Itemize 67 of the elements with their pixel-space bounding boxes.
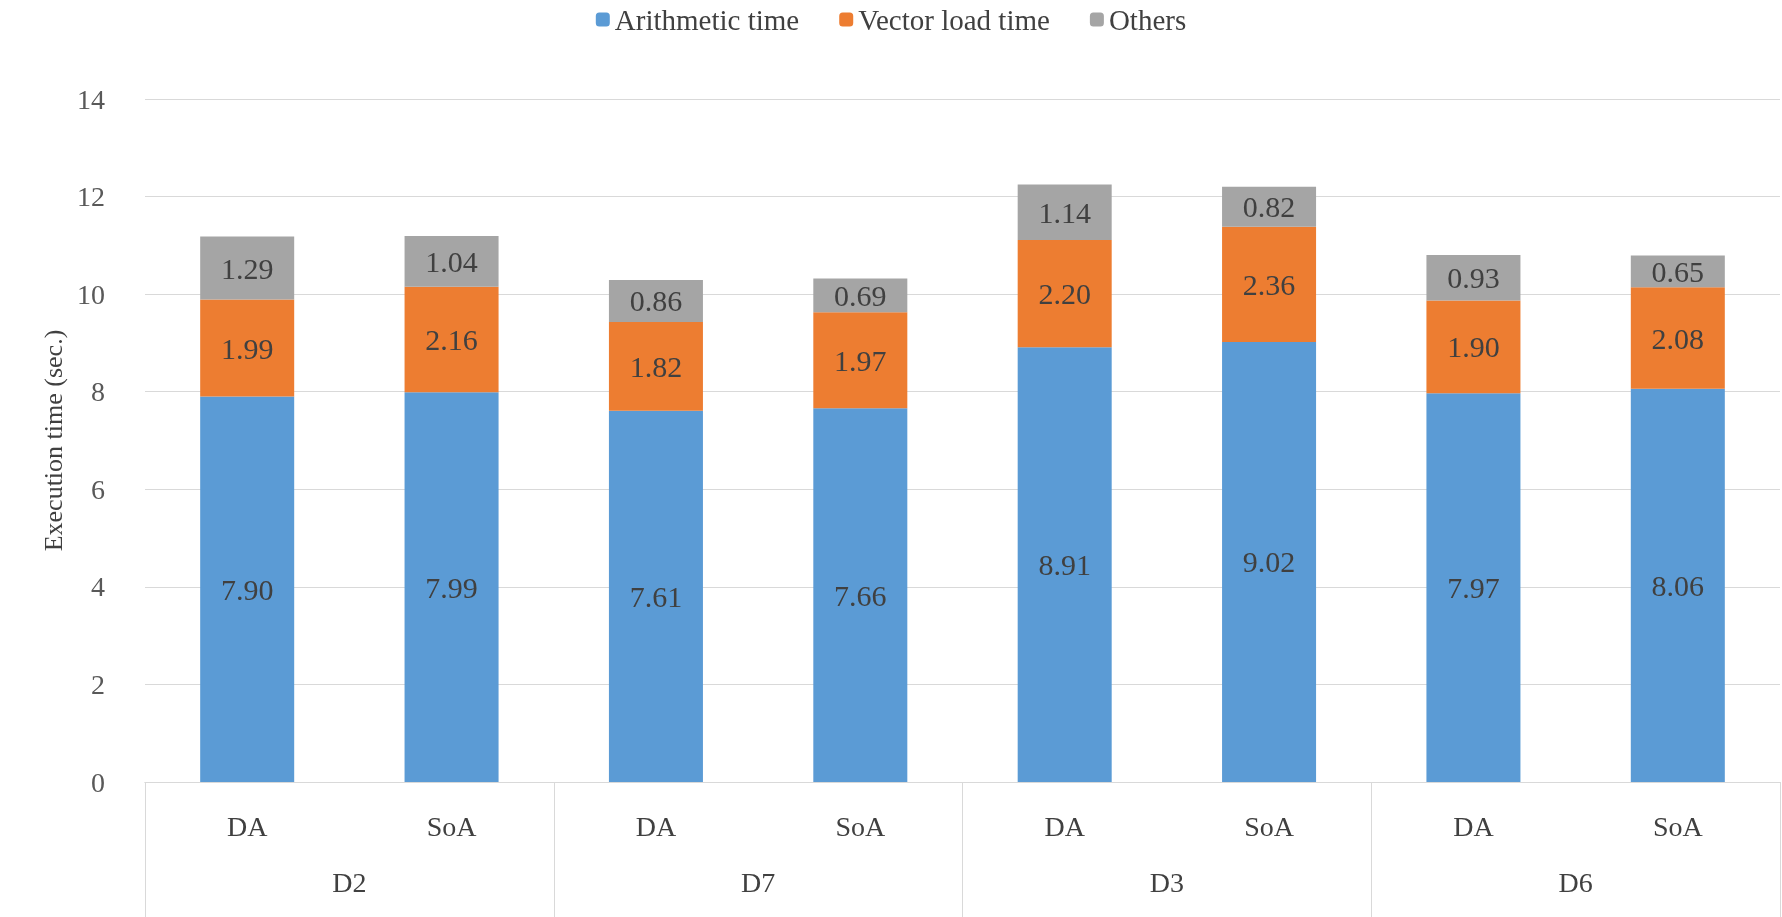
data-label: 1.90 xyxy=(1447,330,1500,364)
data-label: 7.90 xyxy=(220,572,274,606)
data-label: 1.99 xyxy=(220,331,274,365)
data-label: 0.65 xyxy=(1651,254,1705,288)
x-tick-label: DA xyxy=(226,810,269,842)
y-tick-label: 10 xyxy=(77,278,105,310)
data-label: 8.91 xyxy=(1038,548,1091,582)
bar xyxy=(1630,287,1725,389)
y-tick-label: 6 xyxy=(91,473,105,505)
x-tick-label: SoA xyxy=(1244,810,1295,842)
bar xyxy=(1426,393,1521,782)
text: D3 xyxy=(1149,866,1184,898)
data-label: 9.02 xyxy=(1242,545,1296,579)
bar xyxy=(813,312,908,409)
bar xyxy=(1222,341,1317,782)
bar xyxy=(404,286,499,393)
legend-label: Vector load time xyxy=(858,3,1050,36)
data-label: 2.08 xyxy=(1651,321,1705,355)
data-label: 7.61 xyxy=(629,579,683,613)
legend-label: Others xyxy=(1108,3,1187,36)
data-label: 0.86 xyxy=(629,284,683,318)
text: D6 xyxy=(1558,866,1593,898)
y-tick-label: 2 xyxy=(91,668,105,700)
y-axis-title: Execution time (sec.) xyxy=(38,329,68,552)
text: D2 xyxy=(332,866,367,898)
data-label: 0.93 xyxy=(1447,261,1500,295)
bar xyxy=(200,396,295,782)
x-tick-label: SoA xyxy=(1652,810,1704,842)
x-tick-label: SoA xyxy=(835,810,886,842)
data-label: 1.97 xyxy=(834,343,887,377)
y-tick-label: 8 xyxy=(91,376,105,408)
text: D7 xyxy=(741,866,776,898)
data-label: 1.14 xyxy=(1038,195,1091,229)
y-tick-label: 0 xyxy=(91,766,105,798)
bar xyxy=(1426,300,1521,394)
y-tick-label: 14 xyxy=(77,83,105,115)
bar xyxy=(608,410,703,782)
bar xyxy=(1017,239,1112,348)
x-tick-label: DA xyxy=(1453,810,1495,842)
data-label: 2.36 xyxy=(1242,267,1296,301)
x-tick-label: SoA xyxy=(426,810,478,842)
bar xyxy=(200,236,295,300)
data-label: 7.99 xyxy=(425,570,478,604)
bar xyxy=(813,408,908,782)
data-label: 2.16 xyxy=(425,323,478,357)
data-label: 0.82 xyxy=(1242,190,1296,224)
data-label: 1.82 xyxy=(629,349,683,383)
y-tick-label: 12 xyxy=(77,181,105,213)
bar xyxy=(1222,226,1317,342)
bar xyxy=(404,236,499,287)
data-label: 1.04 xyxy=(425,244,478,278)
data-label: 2.20 xyxy=(1038,277,1091,311)
data-label: 7.66 xyxy=(834,578,887,612)
data-label: 1.29 xyxy=(220,251,274,285)
data-label: 0.69 xyxy=(834,278,887,312)
bar xyxy=(404,392,499,782)
bar xyxy=(1017,184,1112,240)
data-label: 7.97 xyxy=(1447,571,1500,605)
x-tick-label: DA xyxy=(1044,810,1086,842)
bar xyxy=(1017,347,1112,782)
bar xyxy=(608,321,703,411)
bar xyxy=(1630,388,1725,782)
y-tick-label: 4 xyxy=(91,571,105,603)
legend-label: Arithmetic time xyxy=(614,3,800,36)
bar xyxy=(200,299,295,397)
x-tick-label: DA xyxy=(635,810,677,842)
data-label: 8.06 xyxy=(1651,568,1705,602)
